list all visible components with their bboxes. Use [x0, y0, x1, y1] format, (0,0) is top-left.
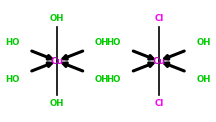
Text: HO: HO [106, 75, 121, 84]
Text: OH: OH [50, 14, 64, 23]
Text: HO: HO [106, 38, 121, 47]
Text: Cl: Cl [154, 14, 163, 23]
Text: OH: OH [95, 75, 110, 84]
Text: Cu: Cu [51, 56, 64, 66]
Text: OH: OH [95, 38, 110, 47]
Text: HO: HO [5, 38, 19, 47]
Text: OH: OH [50, 99, 64, 108]
Text: Cu: Cu [152, 56, 165, 66]
Text: OH: OH [197, 75, 211, 84]
Text: OH: OH [197, 38, 211, 47]
Text: HO: HO [5, 75, 19, 84]
Text: Cl: Cl [154, 99, 163, 108]
